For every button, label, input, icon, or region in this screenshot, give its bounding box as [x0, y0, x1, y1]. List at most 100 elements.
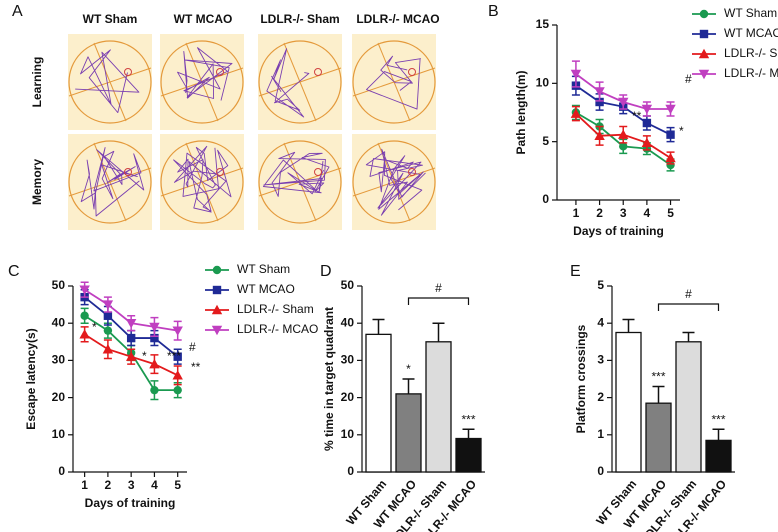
annotation: # [435, 281, 442, 295]
marker [126, 333, 136, 343]
marker [642, 118, 652, 128]
marker [149, 322, 160, 333]
marker [698, 69, 710, 80]
maze-pool [160, 40, 244, 124]
marker [125, 319, 137, 329]
marker [570, 69, 582, 80]
y-tick-label: 5 [542, 134, 549, 148]
marker [212, 285, 222, 295]
maze-pool [68, 40, 152, 124]
comparison-bracket [407, 297, 470, 305]
y-tick-label: 50 [52, 278, 66, 292]
x-axis-title: Days of training [573, 224, 664, 238]
marker [570, 108, 582, 118]
marker [699, 29, 709, 39]
marker [594, 130, 605, 141]
platform [408, 168, 416, 176]
maze-quadrant [93, 42, 127, 122]
marker [172, 370, 183, 380]
annotation: # [189, 340, 196, 354]
marker [212, 265, 222, 275]
marker [698, 48, 710, 59]
x-tick-label: 2 [105, 478, 112, 492]
maze-images [68, 34, 436, 230]
y-tick-label: 50 [341, 278, 355, 292]
panel-label: D [320, 263, 332, 280]
maze-pool [258, 40, 342, 124]
swim-path [173, 145, 232, 213]
platform [314, 68, 322, 76]
platform [216, 168, 224, 176]
x-tick-label: 2 [596, 206, 603, 220]
bar [645, 402, 672, 473]
x-axis-title: Days of training [85, 496, 176, 510]
error-bar [712, 428, 725, 441]
marker [103, 311, 113, 320]
error-bar [652, 385, 665, 404]
marker [619, 142, 628, 151]
y-tick-label: 10 [536, 76, 550, 90]
column-header: LDLR-/- MCAO [356, 12, 439, 26]
maze-pool [160, 140, 244, 224]
column-header: WT Sham [83, 12, 138, 26]
column-header: LDLR-/- Sham [260, 12, 339, 26]
swim-path [75, 49, 140, 114]
x-tick-label: 1 [573, 206, 580, 220]
marker [595, 97, 604, 107]
y-tick-label: 1 [597, 427, 604, 441]
marker [665, 104, 676, 115]
annotation: *** [711, 412, 725, 426]
marker [618, 97, 629, 108]
marker [665, 152, 676, 163]
y-tick-label: 0 [58, 464, 65, 478]
panel-label: E [570, 263, 581, 280]
annotation: *** [461, 412, 475, 426]
swim-path [266, 48, 310, 118]
bar [455, 437, 482, 473]
annotation: ** [191, 360, 201, 374]
marker [641, 104, 653, 115]
bar [395, 393, 422, 473]
annotation: *** [651, 370, 665, 384]
error-bar [432, 322, 445, 342]
y-tick-label: 0 [597, 464, 604, 478]
y-tick-label: 40 [341, 315, 355, 329]
swim-path [365, 148, 426, 216]
marker [103, 326, 113, 335]
marker [618, 129, 629, 139]
maze-pool [258, 140, 342, 224]
marker [641, 137, 653, 148]
annotation: # [685, 287, 692, 301]
chart: C Escape latency(s) 0 10 20 30 40 50 1 2 3 4 5 Days o… [8, 262, 318, 510]
error-bar [402, 378, 415, 394]
legend-label: LDLR-/- Sham [237, 302, 314, 316]
x-tick-label: 5 [667, 206, 674, 220]
bar [425, 341, 452, 473]
swim-path [262, 151, 330, 197]
annotation: * [142, 349, 147, 363]
legend-label: WT MCAO [724, 26, 778, 40]
error-bar [372, 318, 385, 335]
y-tick-label: 20 [52, 390, 66, 404]
marker [594, 87, 605, 97]
annotation: ** [632, 109, 642, 123]
marker [211, 304, 223, 315]
annotation: * [406, 362, 411, 376]
legend-label: LDLR-/- Sham [724, 46, 778, 60]
platform [216, 68, 224, 76]
marker [211, 325, 223, 336]
y-tick-label: 15 [536, 17, 550, 31]
bar [705, 439, 732, 473]
marker [666, 130, 675, 139]
legend-label: WT Sham [237, 262, 290, 276]
marker [666, 160, 675, 170]
y-axis-title: Platform crossings [574, 324, 588, 433]
platform [124, 168, 132, 176]
annotation: # [685, 72, 692, 86]
swim-path [366, 55, 421, 110]
y-tick-label: 40 [52, 315, 66, 329]
maze-quadrant [283, 42, 317, 122]
y-tick-label: 5 [597, 278, 604, 292]
